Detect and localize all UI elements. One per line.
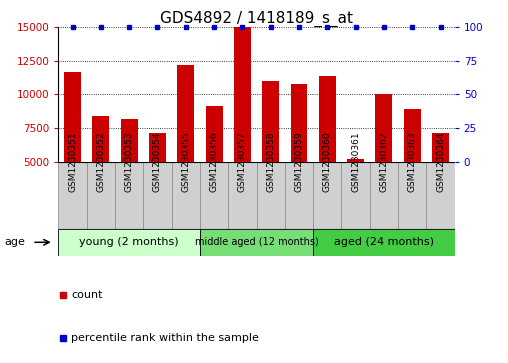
Text: GSM1230364: GSM1230364 [436,131,445,192]
Text: GSM1230354: GSM1230354 [153,131,162,192]
Text: count: count [71,290,103,301]
Bar [92,116,109,162]
Text: GSM1230362: GSM1230362 [379,131,389,192]
Bar [426,162,455,229]
Bar [228,162,257,229]
Bar [291,83,307,162]
Text: aged (24 months): aged (24 months) [334,237,434,247]
Text: GDS4892 / 1418189_s_at: GDS4892 / 1418189_s_at [160,11,353,27]
Bar [432,133,449,162]
Bar [200,162,228,229]
Bar [206,106,223,162]
Text: GSM1230357: GSM1230357 [238,131,247,192]
Bar [313,162,341,229]
Text: GSM1230356: GSM1230356 [210,131,218,192]
Bar [58,162,87,229]
Bar [234,27,251,162]
Bar [319,76,336,162]
Bar [87,162,115,229]
Bar [172,162,200,229]
Text: GSM1230353: GSM1230353 [124,131,134,192]
Bar [404,109,421,162]
Bar [375,94,392,162]
Text: percentile rank within the sample: percentile rank within the sample [71,333,259,343]
Text: age: age [5,237,25,247]
Bar [313,229,455,256]
Text: GSM1230355: GSM1230355 [181,131,190,192]
Bar [121,119,138,162]
Text: young (2 months): young (2 months) [79,237,179,247]
Text: GSM1230361: GSM1230361 [351,131,360,192]
Bar [143,162,172,229]
Bar [149,133,166,162]
Text: GSM1230359: GSM1230359 [295,131,303,192]
Bar [398,162,426,229]
Bar [58,229,200,256]
Bar [262,81,279,162]
Bar [341,162,370,229]
Text: GSM1230358: GSM1230358 [266,131,275,192]
Bar [64,72,81,162]
Bar [347,159,364,162]
Bar [115,162,143,229]
Bar [257,162,285,229]
Text: middle aged (12 months): middle aged (12 months) [195,237,319,247]
Bar [200,229,313,256]
Text: GSM1230360: GSM1230360 [323,131,332,192]
Text: GSM1230351: GSM1230351 [68,131,77,192]
Bar [285,162,313,229]
Bar [370,162,398,229]
Text: GSM1230363: GSM1230363 [408,131,417,192]
Bar [177,65,194,162]
Text: GSM1230352: GSM1230352 [97,131,105,192]
